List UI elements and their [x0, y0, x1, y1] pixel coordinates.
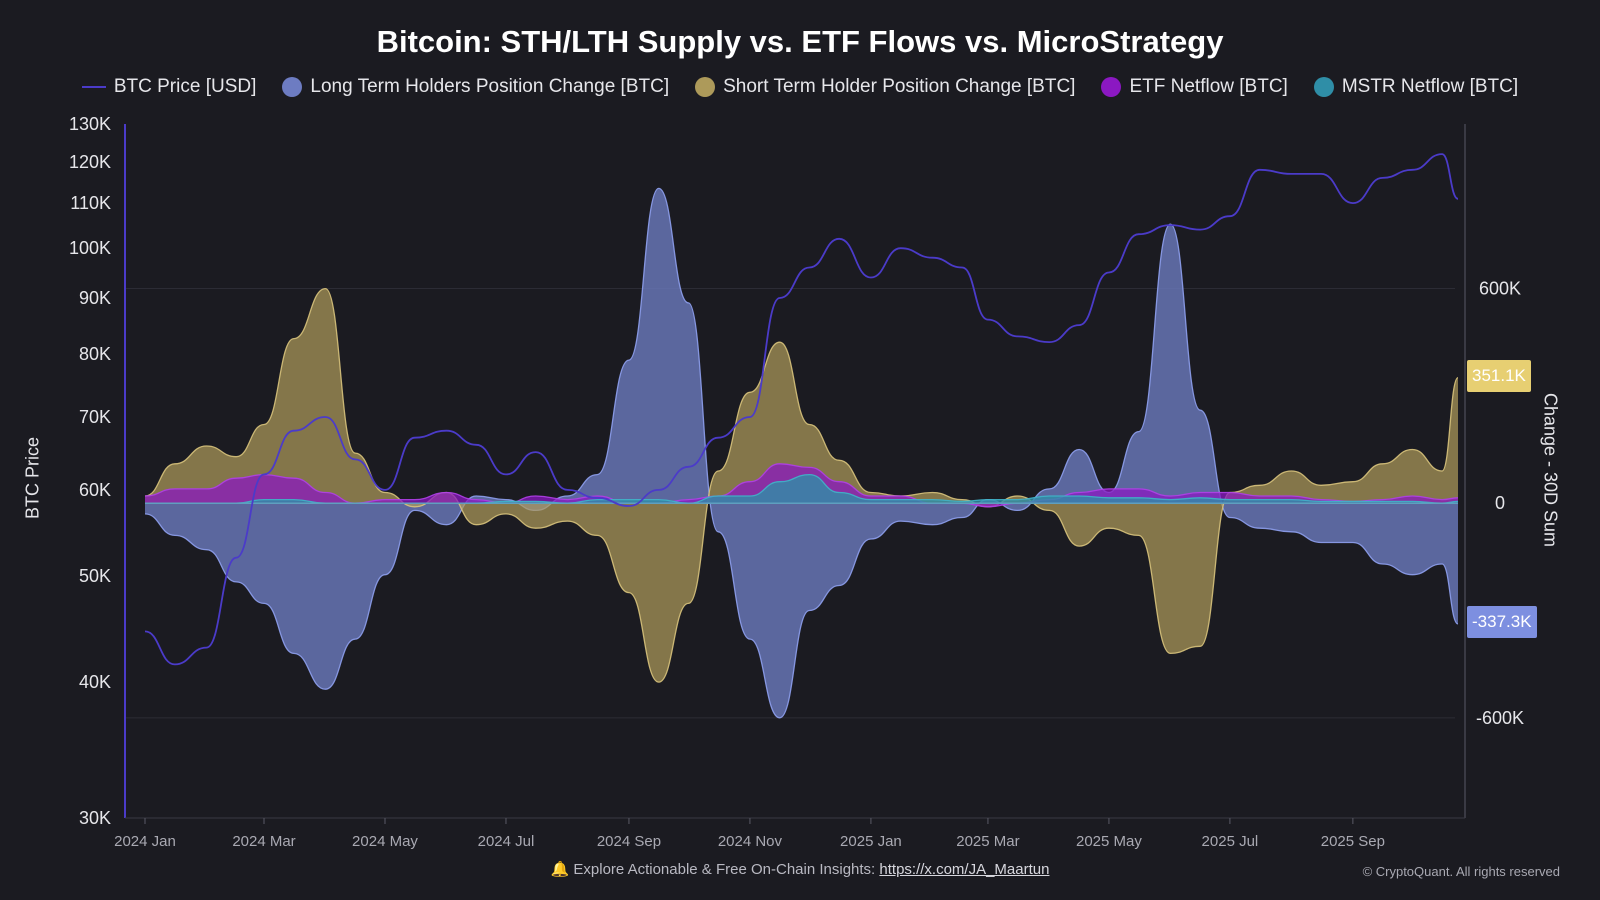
legend-item-etf[interactable]: ETF Netflow [BTC] [1101, 76, 1288, 98]
y-left-tick-label: 30K [79, 808, 111, 828]
footer: 🔔 Explore Actionable & Free On-Chain Ins… [0, 860, 1600, 878]
y-axis-left-title: BTC Price [22, 436, 43, 520]
legend-item-btc-price[interactable]: BTC Price [USD] [81, 76, 257, 98]
x-tick-label: 2024 Mar [232, 833, 295, 850]
y-right-tick-label: -600K [1476, 708, 1524, 728]
legend-label: Short Term Holder Position Change [BTC] [723, 76, 1076, 97]
chart-title: Bitcoin: STH/LTH Supply vs. ETF Flows vs… [376, 24, 1224, 59]
x-tick-label: 2024 May [352, 833, 418, 850]
series-area-lth [145, 188, 1458, 718]
y-axis-right-title: Change - 30D Sum [1540, 392, 1561, 548]
x-tick-label: 2024 Sep [597, 833, 661, 850]
footer-link[interactable]: https://x.com/JA_Maartun [879, 861, 1050, 878]
legend-swatch-btc-price [81, 86, 106, 88]
y-left-tick-label: 100K [69, 238, 111, 258]
x-tick-label: 2025 Jan [840, 833, 902, 850]
y-right-tick-label: 0 [1495, 493, 1505, 513]
last-value-badge-lth: -337.3K [1467, 605, 1537, 638]
x-tick-label: 2024 Nov [718, 833, 783, 850]
legend-item-lth[interactable]: Long Term Holders Position Change [BTC] [282, 76, 669, 98]
legend-swatch-etf [1101, 77, 1122, 97]
x-tick-label: 2025 May [1076, 833, 1142, 850]
y-left-tick-label: 110K [70, 193, 111, 213]
x-tick-label: 2025 Sep [1321, 833, 1385, 850]
x-tick-label: 2024 Jul [478, 833, 535, 850]
legend-swatch-mstr [1313, 77, 1334, 97]
area-layer [144, 187, 1459, 719]
y-left-tick-label: 130K [69, 114, 111, 134]
legend-label: Long Term Holders Position Change [BTC] [310, 76, 670, 97]
x-tick-label: 2025 Mar [956, 833, 1019, 850]
price-layer [144, 153, 1459, 666]
copyright: © CryptoQuant. All rights reserved [1362, 864, 1560, 879]
series-line-btc-price [144, 153, 1459, 666]
legend-swatch-lth [282, 77, 303, 97]
y-left-tick-label: 60K [79, 480, 111, 500]
x-tick-label: 2024 Jan [114, 833, 176, 850]
y-left-tick-label: 90K [79, 288, 111, 308]
legend-item-sth[interactable]: Short Term Holder Position Change [BTC] [695, 76, 1075, 98]
grid-layer [125, 288, 1455, 719]
last-value-badge-sth: 351.1K [1467, 359, 1531, 392]
legend-label: ETF Netflow [BTC] [1129, 76, 1288, 97]
legend: BTC Price [USD] Long Term Holders Positi… [0, 76, 1600, 98]
legend-swatch-sth [695, 77, 716, 97]
x-tick-label: 2025 Jul [1202, 833, 1259, 850]
series-area-mstr [145, 474, 1458, 504]
y-right-tick-label: 600K [1479, 279, 1521, 299]
y-left-tick-label: 50K [79, 566, 111, 586]
legend-item-mstr[interactable]: MSTR Netflow [BTC] [1313, 76, 1519, 98]
legend-label: BTC Price [USD] [113, 76, 257, 97]
y-left-tick-label: 70K [79, 407, 111, 427]
y-left-tick-label: 80K [79, 344, 111, 364]
series-area-etf-line [144, 463, 1459, 508]
axis-layer: 30K 40K 50K 60K 70K 80K 90K 100K 110K 120K 130K -60… [69, 114, 1524, 850]
footer-text: Explore Actionable & Free On-Chain Insig… [573, 861, 876, 878]
bell-icon: 🔔 [550, 861, 570, 878]
legend-label: MSTR Netflow [BTC] [1341, 76, 1519, 97]
y-left-tick-label: 40K [79, 672, 111, 692]
y-left-tick-label: 120K [69, 152, 111, 172]
